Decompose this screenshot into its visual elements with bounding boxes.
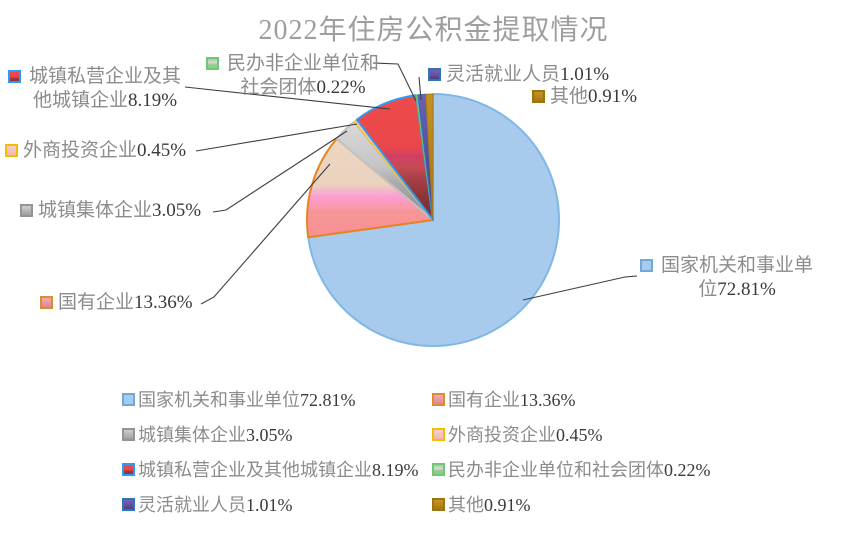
legend-marker	[432, 463, 445, 476]
legend-label: 外商投资企业	[448, 425, 556, 445]
legend-value: 13.36%	[520, 390, 576, 410]
legend-item[interactable]: 其他 0.91%	[432, 496, 711, 515]
legend-value: 0.22%	[664, 460, 711, 480]
chart-title: 2022年住房公积金提取情况	[258, 15, 609, 46]
legend-item[interactable]: 外商投资企业 0.45%	[432, 426, 711, 445]
legend-item[interactable]: 国家机关和事业单位 72.81%	[122, 391, 432, 410]
legend-label: 灵活就业人员	[138, 495, 246, 515]
legend-item[interactable]: 灵活就业人员 1.01%	[122, 496, 432, 515]
legend-item[interactable]: 民办非企业单位和社会团体 0.22%	[432, 461, 711, 480]
leader-line	[200, 163, 331, 305]
leader-line	[522, 275, 638, 301]
legend-marker	[122, 428, 135, 441]
legend-value: 0.91%	[484, 495, 531, 515]
legend-value: 3.05%	[246, 425, 293, 445]
legend-marker	[122, 393, 135, 406]
legend-marker	[432, 393, 445, 406]
legend-marker	[432, 498, 445, 511]
legend-value: 8.19%	[372, 460, 419, 480]
legend-marker	[122, 463, 135, 476]
legend-item[interactable]: 国有企业 13.36%	[432, 391, 711, 410]
leader-line	[372, 62, 417, 102]
legend-label: 其他	[448, 495, 484, 515]
chart-legend: 国家机关和事业单位 72.81% 国有企业 13.36% 城镇集体企业 3.05% 外商投资…	[122, 391, 711, 515]
legend-value: 0.45%	[556, 425, 603, 445]
legend-label: 国有企业	[448, 390, 520, 410]
legend-value: 1.01%	[246, 495, 293, 515]
legend-label: 城镇私营企业及其他城镇企业	[138, 460, 372, 480]
leader-line	[195, 123, 358, 152]
leader-line	[418, 76, 422, 101]
legend-label: 民办非企业单位和社会团体	[448, 460, 664, 480]
legend-label: 国家机关和事业单位	[138, 390, 300, 410]
pie-slice[interactable]	[425, 93, 434, 221]
legend-marker	[122, 498, 135, 511]
legend-label: 城镇集体企业	[138, 425, 246, 445]
legend-marker	[432, 428, 445, 441]
legend-value: 72.81%	[300, 390, 356, 410]
leader-line	[212, 130, 348, 213]
leader-line	[184, 86, 391, 110]
legend-item[interactable]: 城镇集体企业 3.05%	[122, 426, 432, 445]
legend-item[interactable]: 城镇私营企业及其他城镇企业 8.19%	[122, 461, 432, 480]
